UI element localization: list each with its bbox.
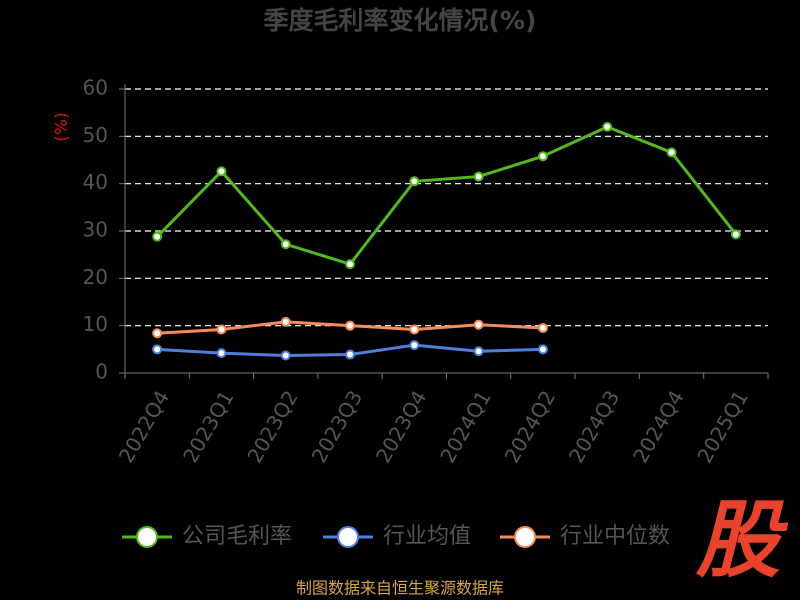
y-axis-label: (%) [52,112,72,141]
data-point [152,231,163,242]
data-point [537,344,548,355]
data-point [345,259,356,270]
data-point [152,344,163,355]
data-point [216,166,227,177]
data-point [216,348,227,359]
data-point [537,151,548,162]
data-point [473,319,484,330]
chart-title: 季度毛利率变化情况(%) [264,6,537,35]
footer: 制图数据来自恒生聚源数据库 [296,579,504,598]
watermark-logo: 股 [695,491,789,589]
y-tick-label: 50 [83,123,108,147]
legend-marker [514,526,536,548]
legend-marker [136,526,158,548]
data-point [280,316,291,327]
legend-marker [337,526,359,548]
legend-label: 行业中位数 [560,524,670,549]
data-point [216,324,227,335]
legend-label: 行业均值 [383,524,471,549]
data-point [280,239,291,250]
data-point [409,176,420,187]
y-tick-label: 0 [95,360,108,384]
data-point [473,346,484,357]
data-point [345,349,356,360]
series-line [156,125,738,266]
data-point [666,147,677,158]
data-point [730,229,741,240]
y-tick-label: 30 [83,218,108,242]
data-point [345,320,356,331]
y-tick-label: 10 [83,312,108,336]
data-point [409,340,420,351]
y-tick-label: 20 [83,265,108,289]
y-tick-label: 40 [83,170,108,194]
legend-label: 公司毛利率 [182,524,292,549]
data-point [280,350,291,361]
y-tick-label: 60 [83,76,108,100]
data-point [152,328,163,339]
data-point [602,121,613,132]
data-point [537,323,548,334]
data-point [473,171,484,182]
data-point [409,324,420,335]
